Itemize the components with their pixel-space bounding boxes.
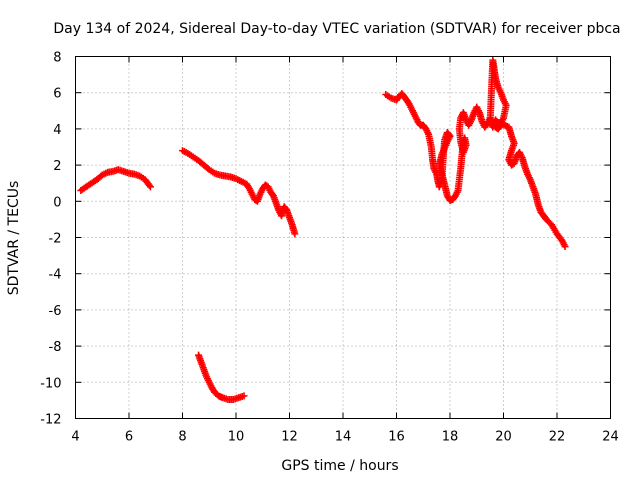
x-tick-label: 6 xyxy=(125,430,133,445)
x-tick-label: 4 xyxy=(71,430,79,445)
y-tick-label: -2 xyxy=(49,232,62,247)
x-tick-label: 10 xyxy=(228,430,245,445)
y-tick-label: 6 xyxy=(53,87,61,102)
x-tick-label: 18 xyxy=(442,430,459,445)
x-tick-label: 12 xyxy=(281,430,298,445)
y-tick-label: -4 xyxy=(49,268,62,283)
x-axis-label: GPS time / hours xyxy=(281,458,398,474)
y-tick-label: 0 xyxy=(53,195,61,210)
data-marks xyxy=(77,56,569,403)
series-arc-4 xyxy=(382,56,569,251)
y-tick-label: 8 xyxy=(53,51,61,66)
data-point xyxy=(240,392,248,400)
data-point xyxy=(291,230,299,238)
grid xyxy=(75,56,611,419)
series-arc-1 xyxy=(77,166,154,194)
y-tick-label: -6 xyxy=(49,304,62,319)
data-point xyxy=(146,183,154,191)
chart-title: Day 134 of 2024, Sidereal Day-to-day VTE… xyxy=(53,21,620,37)
x-tick-label: 16 xyxy=(388,430,405,445)
series-arc-2 xyxy=(179,147,299,238)
x-tick-label: 8 xyxy=(178,430,186,445)
data-point xyxy=(145,181,153,189)
x-tick-label: 24 xyxy=(602,430,619,445)
y-tick-label: -8 xyxy=(49,340,62,355)
y-axis-label: SDTVAR / TECUs xyxy=(6,181,22,296)
x-tick-label: 20 xyxy=(495,430,512,445)
series-arc-3 xyxy=(195,351,248,403)
y-tick-label: 2 xyxy=(53,159,61,174)
data-point xyxy=(561,243,569,251)
y-tick-label: -10 xyxy=(40,376,61,391)
y-tick-label: -12 xyxy=(40,413,61,428)
x-tick-label: 22 xyxy=(549,430,566,445)
y-tick-label: 4 xyxy=(53,123,61,138)
plot-frame xyxy=(75,56,611,419)
x-tick-label: 14 xyxy=(335,430,352,445)
